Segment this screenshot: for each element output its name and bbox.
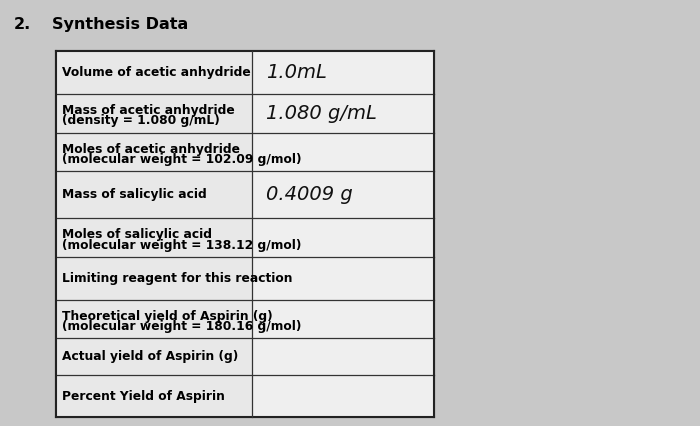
Bar [252,171,434,218]
Bar [56,51,252,94]
Text: Limiting reagent for this reaction: Limiting reagent for this reaction [62,272,292,285]
Bar [56,338,252,374]
Text: Mass of salicylic acid: Mass of salicylic acid [62,188,206,201]
Bar [252,374,434,417]
Bar [252,132,434,171]
Bar [252,94,434,132]
Text: Volume of acetic anhydride: Volume of acetic anhydride [62,66,251,79]
Text: (molecular weight = 102.09 g/mol): (molecular weight = 102.09 g/mol) [62,153,301,166]
Text: (density = 1.080 g/mL): (density = 1.080 g/mL) [62,115,219,127]
Text: 1.0mL: 1.0mL [266,63,327,82]
Text: Moles of acetic anhydride: Moles of acetic anhydride [62,143,239,155]
Text: Percent Yield of Aspirin: Percent Yield of Aspirin [62,389,225,403]
Bar [56,94,252,132]
Text: 1.080 g/mL: 1.080 g/mL [266,104,377,123]
Bar [56,374,252,417]
Bar [252,299,434,338]
Bar [252,51,434,94]
Bar [56,218,252,257]
Text: (molecular weight = 180.16 g/mol): (molecular weight = 180.16 g/mol) [62,320,301,333]
Bar [56,299,252,338]
Text: 0.4009 g: 0.4009 g [266,185,353,204]
Bar [56,51,434,417]
Bar [56,257,252,299]
Bar [56,132,252,171]
Bar [56,171,252,218]
Text: (molecular weight = 138.12 g/mol): (molecular weight = 138.12 g/mol) [62,239,301,252]
Bar [252,338,434,374]
Text: Theoretical yield of Aspirin (g): Theoretical yield of Aspirin (g) [62,310,272,323]
Bar [252,257,434,299]
Text: Synthesis Data: Synthesis Data [52,17,189,32]
Text: Actual yield of Aspirin (g): Actual yield of Aspirin (g) [62,350,238,363]
Text: Moles of salicylic acid: Moles of salicylic acid [62,228,211,241]
Text: Mass of acetic anhydride: Mass of acetic anhydride [62,104,234,117]
Bar [252,218,434,257]
Text: 2.: 2. [14,17,32,32]
